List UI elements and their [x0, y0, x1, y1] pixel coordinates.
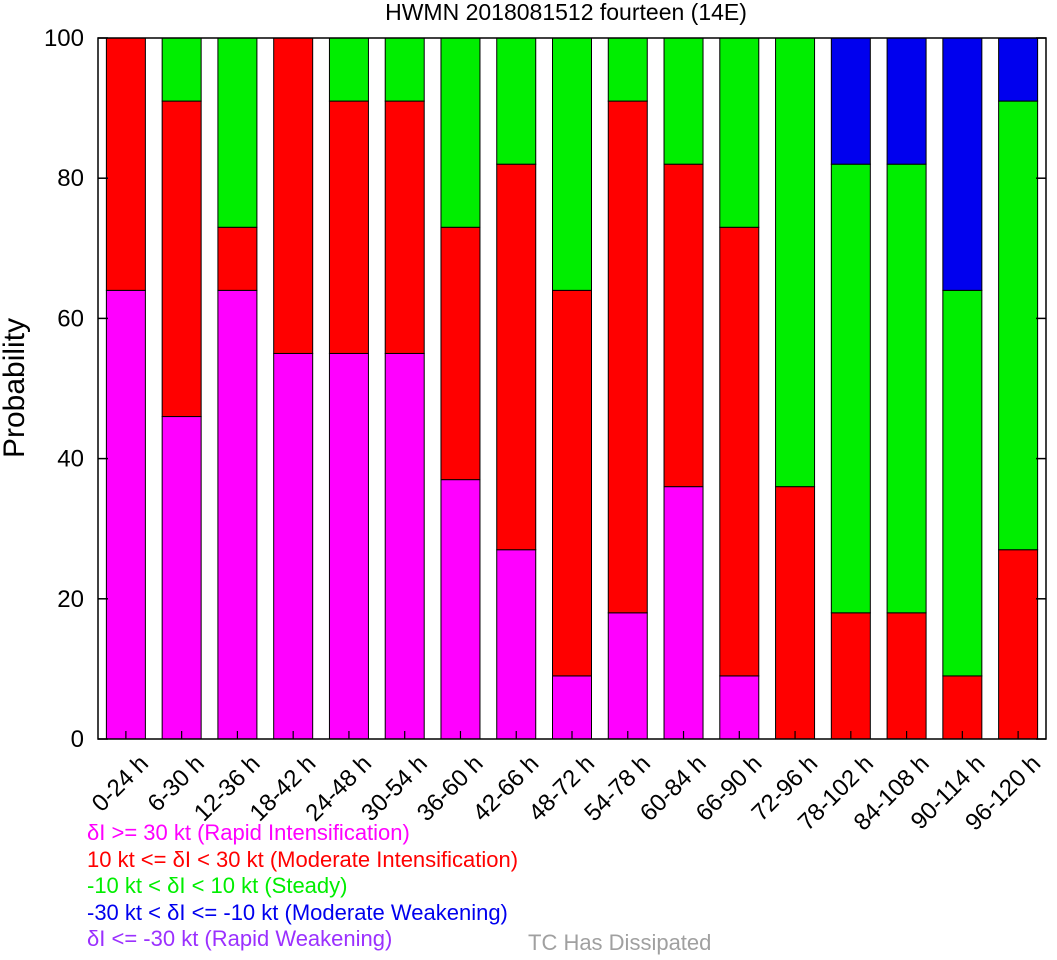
bar-segment-moderate-intensification-60-84h — [663, 163, 704, 488]
legend: δI >= 30 kt (Rapid Intensification) 10 k… — [87, 820, 518, 953]
bar-segment-moderate-intensification-36-60h — [440, 226, 481, 481]
bar-segment-moderate-weakening-90-114h — [942, 37, 983, 291]
bar-segment-rapid-intensification-0-24h — [105, 289, 146, 740]
bar-segment-steady-78-102h — [830, 163, 871, 614]
bar-segment-moderate-intensification-18-42h — [273, 37, 314, 354]
bar-segment-steady-54-78h — [607, 37, 648, 102]
bar-segment-moderate-intensification-0-24h — [105, 37, 146, 291]
bar-segment-rapid-intensification-30-54h — [384, 352, 425, 740]
bar-segment-steady-96-120h — [998, 100, 1039, 551]
bar-segment-moderate-intensification-54-78h — [607, 100, 648, 614]
bar-segment-rapid-intensification-12-36h — [217, 289, 258, 740]
y-tick-label: 0 — [71, 726, 84, 753]
bar-segment-steady-90-114h — [942, 289, 983, 677]
bar-segment-moderate-intensification-90-114h — [942, 675, 983, 740]
bar-segment-steady-6-30h — [161, 37, 202, 102]
bar-segment-moderate-intensification-96-120h — [998, 549, 1039, 740]
legend-item-tc-dissipated: TC Has Dissipated — [528, 930, 712, 955]
bar-segment-rapid-intensification-18-42h — [273, 352, 314, 740]
legend-item-steady: -10 kt < δI < 10 kt (Steady) — [87, 873, 348, 898]
legend-item-moderate-weakening: -30 kt < δI <= -10 kt (Moderate Weakenin… — [87, 899, 508, 925]
bar-segment-steady-24-48h — [328, 37, 369, 102]
bar-segment-steady-84-108h — [886, 163, 927, 614]
x-tick-label: 0-24 h — [87, 750, 154, 817]
bar-segment-rapid-intensification-48-72h — [552, 675, 592, 740]
bar-segment-rapid-intensification-24-48h — [328, 352, 369, 740]
axes-group — [97, 37, 1047, 740]
bar-segment-rapid-intensification-6-30h — [161, 416, 202, 740]
y-tick-label: 100 — [44, 25, 84, 52]
bar-segment-steady-60-84h — [663, 37, 704, 165]
y-tick-label: 40 — [57, 446, 84, 473]
bar-segment-steady-48-72h — [552, 37, 592, 291]
bars-group — [105, 37, 1039, 740]
bar-segment-rapid-intensification-36-60h — [440, 479, 481, 740]
y-tick-label: 20 — [57, 586, 84, 613]
bar-segment-moderate-intensification-78-102h — [830, 612, 871, 740]
bar-segment-steady-72-96h — [775, 37, 816, 488]
bar-segment-steady-36-60h — [440, 37, 481, 228]
bar-segment-steady-66-90h — [719, 37, 760, 228]
bar-segment-rapid-intensification-60-84h — [663, 486, 704, 740]
y-tick-label: 80 — [57, 165, 84, 192]
bar-segment-steady-30-54h — [384, 37, 425, 102]
bar-segment-moderate-intensification-72-96h — [775, 486, 816, 740]
y-tick-labels: 0 20 40 60 80 100 — [44, 25, 84, 753]
bar-segment-steady-42-66h — [496, 37, 537, 165]
bar-segment-moderate-intensification-24-48h — [328, 100, 369, 354]
bar-segment-moderate-intensification-66-90h — [719, 226, 760, 677]
legend-item-moderate-intensification: 10 kt <= δI < 30 kt (Moderate Intensific… — [87, 846, 519, 872]
bar-segment-moderate-weakening-78-102h — [830, 37, 871, 165]
bar-segment-steady-12-36h — [217, 37, 258, 228]
y-tick-label: 60 — [57, 305, 84, 332]
bar-segment-moderate-weakening-84-108h — [886, 37, 927, 165]
bar-segment-rapid-intensification-54-78h — [607, 612, 648, 740]
y-axis-label: Probability — [0, 318, 31, 458]
bar-segment-moderate-intensification-30-54h — [384, 100, 425, 354]
bar-segment-moderate-intensification-42-66h — [496, 163, 537, 551]
bar-segment-rapid-intensification-42-66h — [496, 549, 537, 740]
bar-segment-moderate-intensification-12-36h — [217, 226, 258, 291]
bar-segment-moderate-intensification-6-30h — [161, 100, 202, 418]
bar-segment-moderate-intensification-48-72h — [552, 289, 592, 677]
bar-segment-moderate-weakening-96-120h — [998, 37, 1039, 102]
bar-segment-rapid-intensification-66-90h — [719, 675, 760, 740]
legend-item-rapid-weakening: δI <= -30 kt (Rapid Weakening) — [87, 926, 393, 951]
bar-segment-moderate-intensification-84-108h — [886, 612, 927, 740]
legend-item-rapid-intensification: δI >= 30 kt (Rapid Intensification) — [87, 820, 410, 845]
chart-title: HWMN 2018081512 fourteen (14E) — [385, 0, 747, 25]
